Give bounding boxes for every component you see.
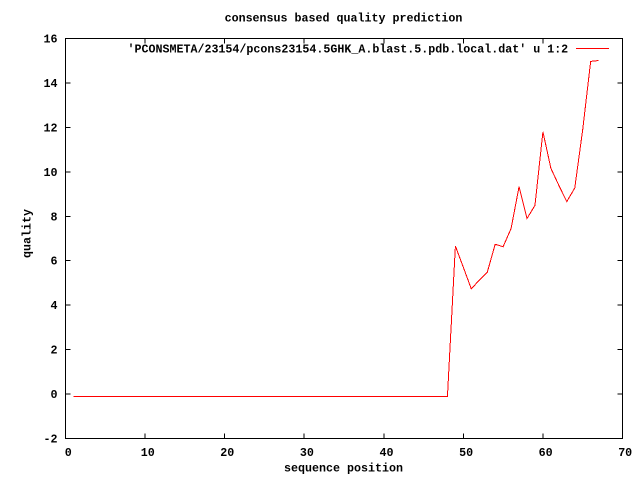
svg-text:-2: -2	[44, 433, 58, 447]
svg-text:50: 50	[459, 446, 473, 460]
svg-text:0: 0	[51, 388, 58, 402]
svg-text:10: 10	[44, 166, 58, 180]
svg-text:40: 40	[380, 446, 394, 460]
svg-text:70: 70	[618, 446, 632, 460]
svg-text:0: 0	[65, 446, 72, 460]
svg-text:2: 2	[51, 344, 58, 358]
svg-text:8: 8	[51, 210, 58, 224]
svg-text:20: 20	[220, 446, 234, 460]
svg-text:16: 16	[44, 33, 58, 47]
svg-text:6: 6	[51, 255, 58, 269]
svg-text:sequence position: sequence position	[284, 462, 403, 476]
svg-text:consensus based quality predic: consensus based quality prediction	[225, 12, 463, 26]
svg-text:12: 12	[44, 121, 58, 135]
svg-text:60: 60	[539, 446, 553, 460]
svg-text:14: 14	[44, 77, 58, 91]
svg-text:4: 4	[51, 299, 58, 313]
svg-text:quality: quality	[21, 209, 35, 258]
svg-text:'PCONSMETA/23154/pcons23154.5G: 'PCONSMETA/23154/pcons23154.5GHK_A.blast…	[128, 43, 569, 57]
svg-text:10: 10	[141, 446, 155, 460]
svg-text:30: 30	[300, 446, 314, 460]
